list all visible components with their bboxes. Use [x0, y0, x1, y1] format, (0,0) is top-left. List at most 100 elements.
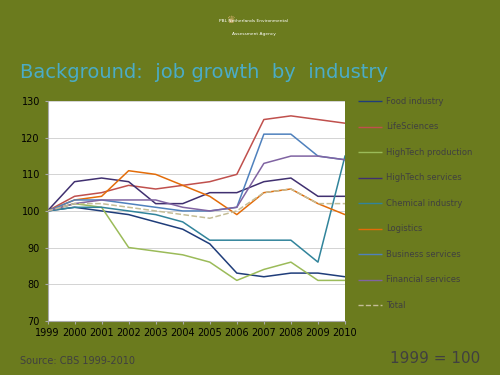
Line: Total: Total	[48, 189, 345, 218]
HighTech services	[126, 180, 132, 184]
Chemical industry	[72, 205, 78, 210]
Financial services	[126, 198, 132, 202]
Text: HighTech services: HighTech services	[386, 173, 462, 182]
Business services	[152, 205, 158, 210]
Logistics	[261, 190, 267, 195]
Line: Chemical industry: Chemical industry	[48, 156, 345, 262]
Total	[180, 212, 186, 217]
Financial services	[315, 154, 321, 158]
Food industry	[207, 242, 213, 246]
Total	[261, 190, 267, 195]
Text: LifeSciences: LifeSciences	[386, 122, 438, 131]
Financial services	[180, 205, 186, 210]
Line: LifeSciences: LifeSciences	[48, 116, 345, 211]
Financial services	[261, 161, 267, 166]
Logistics	[180, 183, 186, 188]
Text: 1999 = 100: 1999 = 100	[390, 351, 480, 366]
HighTech production	[288, 260, 294, 264]
Logistics	[126, 168, 132, 173]
Text: Business services: Business services	[386, 250, 460, 259]
HighTech production	[234, 278, 240, 283]
Logistics	[342, 212, 348, 217]
Financial services	[98, 198, 104, 202]
Text: PBL Netherlands Environmental: PBL Netherlands Environmental	[220, 19, 288, 23]
LifeSciences	[288, 114, 294, 118]
HighTech services	[342, 194, 348, 199]
Food industry	[261, 274, 267, 279]
Text: HighTech production: HighTech production	[386, 148, 472, 157]
Text: Source: CBS 1999-2010: Source: CBS 1999-2010	[20, 356, 135, 366]
Text: ♛: ♛	[226, 15, 235, 25]
Financial services	[44, 209, 51, 213]
Logistics	[44, 209, 51, 213]
LifeSciences	[234, 172, 240, 177]
HighTech production	[152, 249, 158, 254]
HighTech services	[288, 176, 294, 180]
Chemical industry	[44, 209, 51, 213]
HighTech production	[72, 201, 78, 206]
Food industry	[234, 271, 240, 275]
HighTech services	[44, 209, 51, 213]
Chemical industry	[152, 212, 158, 217]
Total	[152, 209, 158, 213]
Financial services	[288, 154, 294, 158]
HighTech production	[44, 209, 51, 213]
HighTech production	[315, 278, 321, 283]
LifeSciences	[315, 117, 321, 122]
Financial services	[152, 198, 158, 202]
Line: Business services: Business services	[48, 134, 345, 211]
Logistics	[98, 194, 104, 199]
HighTech services	[234, 190, 240, 195]
HighTech production	[342, 278, 348, 283]
Business services	[72, 198, 78, 202]
HighTech services	[98, 176, 104, 180]
Total	[98, 201, 104, 206]
Line: HighTech production: HighTech production	[48, 204, 345, 280]
LifeSciences	[98, 190, 104, 195]
Food industry	[126, 212, 132, 217]
Food industry	[315, 271, 321, 275]
Logistics	[207, 194, 213, 199]
Total	[207, 216, 213, 220]
Line: Food industry: Food industry	[48, 207, 345, 277]
Line: Logistics: Logistics	[48, 171, 345, 214]
Food industry	[180, 227, 186, 231]
Total	[288, 187, 294, 191]
Financial services	[72, 201, 78, 206]
Chemical industry	[126, 209, 132, 213]
Business services	[180, 209, 186, 213]
Business services	[126, 201, 132, 206]
HighTech services	[207, 190, 213, 195]
HighTech services	[180, 201, 186, 206]
Food industry	[342, 274, 348, 279]
Total	[234, 209, 240, 213]
Logistics	[152, 172, 158, 177]
Financial services	[234, 205, 240, 210]
Text: Chemical industry: Chemical industry	[386, 199, 462, 208]
Text: Total: Total	[386, 301, 406, 310]
Business services	[288, 132, 294, 136]
HighTech production	[207, 260, 213, 264]
LifeSciences	[207, 180, 213, 184]
LifeSciences	[72, 194, 78, 199]
Logistics	[234, 212, 240, 217]
Food industry	[152, 220, 158, 224]
Financial services	[342, 158, 348, 162]
Business services	[234, 205, 240, 210]
LifeSciences	[180, 183, 186, 188]
Text: Assessment Agency: Assessment Agency	[232, 32, 276, 36]
LifeSciences	[126, 183, 132, 188]
Logistics	[315, 201, 321, 206]
Chemical industry	[180, 220, 186, 224]
HighTech production	[126, 245, 132, 250]
Business services	[315, 154, 321, 158]
Business services	[44, 209, 51, 213]
Line: Financial services: Financial services	[48, 156, 345, 211]
Food industry	[288, 271, 294, 275]
Logistics	[288, 187, 294, 191]
Total	[126, 205, 132, 210]
Financial services	[207, 209, 213, 213]
Chemical industry	[342, 154, 348, 158]
LifeSciences	[152, 187, 158, 191]
Business services	[207, 209, 213, 213]
